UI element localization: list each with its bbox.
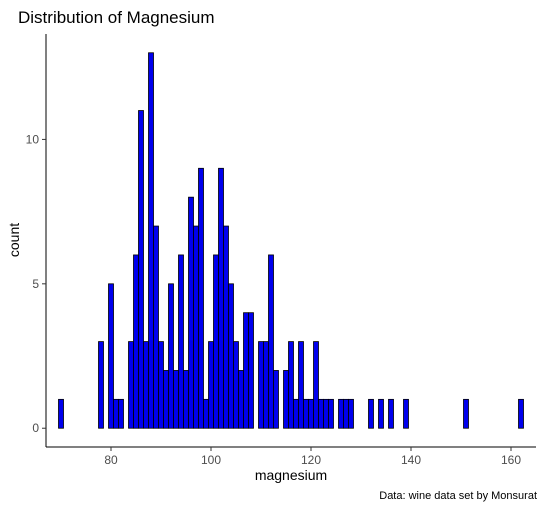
histogram-bar: [518, 398, 524, 429]
histogram-bar: [223, 225, 229, 429]
y-axis-title: count: [6, 223, 22, 257]
x-tick-label: 140: [401, 453, 421, 467]
y-tick-label: 0: [32, 421, 39, 435]
histogram-bar: [143, 341, 149, 429]
histogram-bar: [318, 398, 324, 429]
x-tick-label: 80: [104, 453, 118, 467]
histogram-bar: [293, 398, 299, 429]
histogram-bar: [348, 398, 354, 429]
histogram-bar: [268, 254, 274, 429]
histogram-bar: [108, 283, 114, 429]
bars-group: [58, 52, 524, 429]
histogram-bar: [388, 398, 394, 429]
histogram-bar: [313, 341, 319, 429]
histogram-bar: [283, 370, 289, 429]
histogram-bar: [173, 370, 179, 429]
histogram-bar: [193, 225, 199, 429]
histogram-bar: [163, 370, 169, 429]
histogram-bar: [228, 283, 234, 429]
histogram-bar: [243, 312, 249, 429]
x-tick-label: 160: [501, 453, 521, 467]
histogram-bar: [58, 398, 64, 429]
y-axis-ticks: 0 5 10: [26, 132, 46, 435]
histogram-bar: [258, 341, 264, 429]
histogram-bar: [338, 398, 344, 429]
histogram-bar: [308, 398, 314, 429]
x-axis-title: magnesium: [255, 467, 327, 483]
chart-title: Distribution of Magnesium: [18, 8, 215, 27]
histogram-bar: [168, 283, 174, 429]
histogram-bar: [288, 341, 294, 429]
chart-caption: Data: wine data set by Monsurat: [379, 490, 537, 502]
histogram-bar: [178, 254, 184, 429]
histogram-bar: [238, 370, 244, 429]
x-tick-label: 120: [301, 453, 321, 467]
histogram-bar: [218, 167, 224, 429]
histogram-bar: [298, 341, 304, 429]
histogram-bar: [213, 254, 219, 429]
histogram-bar: [233, 341, 239, 429]
histogram-bar: [323, 398, 329, 429]
histogram-bar: [98, 341, 104, 429]
x-tick-label: 100: [201, 453, 221, 467]
histogram-bar: [113, 398, 119, 429]
histogram-bar: [138, 110, 144, 429]
histogram-bar: [403, 398, 409, 429]
histogram-bar: [328, 398, 334, 429]
y-tick-label: 5: [32, 277, 39, 291]
y-tick-label: 10: [26, 132, 40, 146]
histogram-bar: [183, 370, 189, 429]
histogram-bar: [343, 398, 349, 429]
histogram-bar: [203, 398, 209, 429]
x-axis-ticks: 80 100 120 140 160: [104, 447, 521, 467]
histogram-bar: [128, 341, 134, 429]
histogram-bar: [303, 398, 309, 429]
histogram-bar: [273, 370, 279, 429]
histogram-bar: [378, 398, 384, 429]
histogram-bar: [153, 225, 159, 429]
histogram-bar: [208, 341, 214, 429]
histogram-bar: [158, 341, 164, 429]
histogram-bar: [188, 196, 194, 429]
histogram-bar: [133, 254, 139, 429]
histogram-bar: [463, 398, 469, 429]
histogram-bar: [263, 341, 269, 429]
histogram-bar: [198, 167, 204, 429]
histogram-bar: [118, 398, 124, 429]
histogram-bar: [368, 398, 374, 429]
histogram-bar: [248, 312, 254, 429]
histogram-bar: [148, 52, 154, 429]
